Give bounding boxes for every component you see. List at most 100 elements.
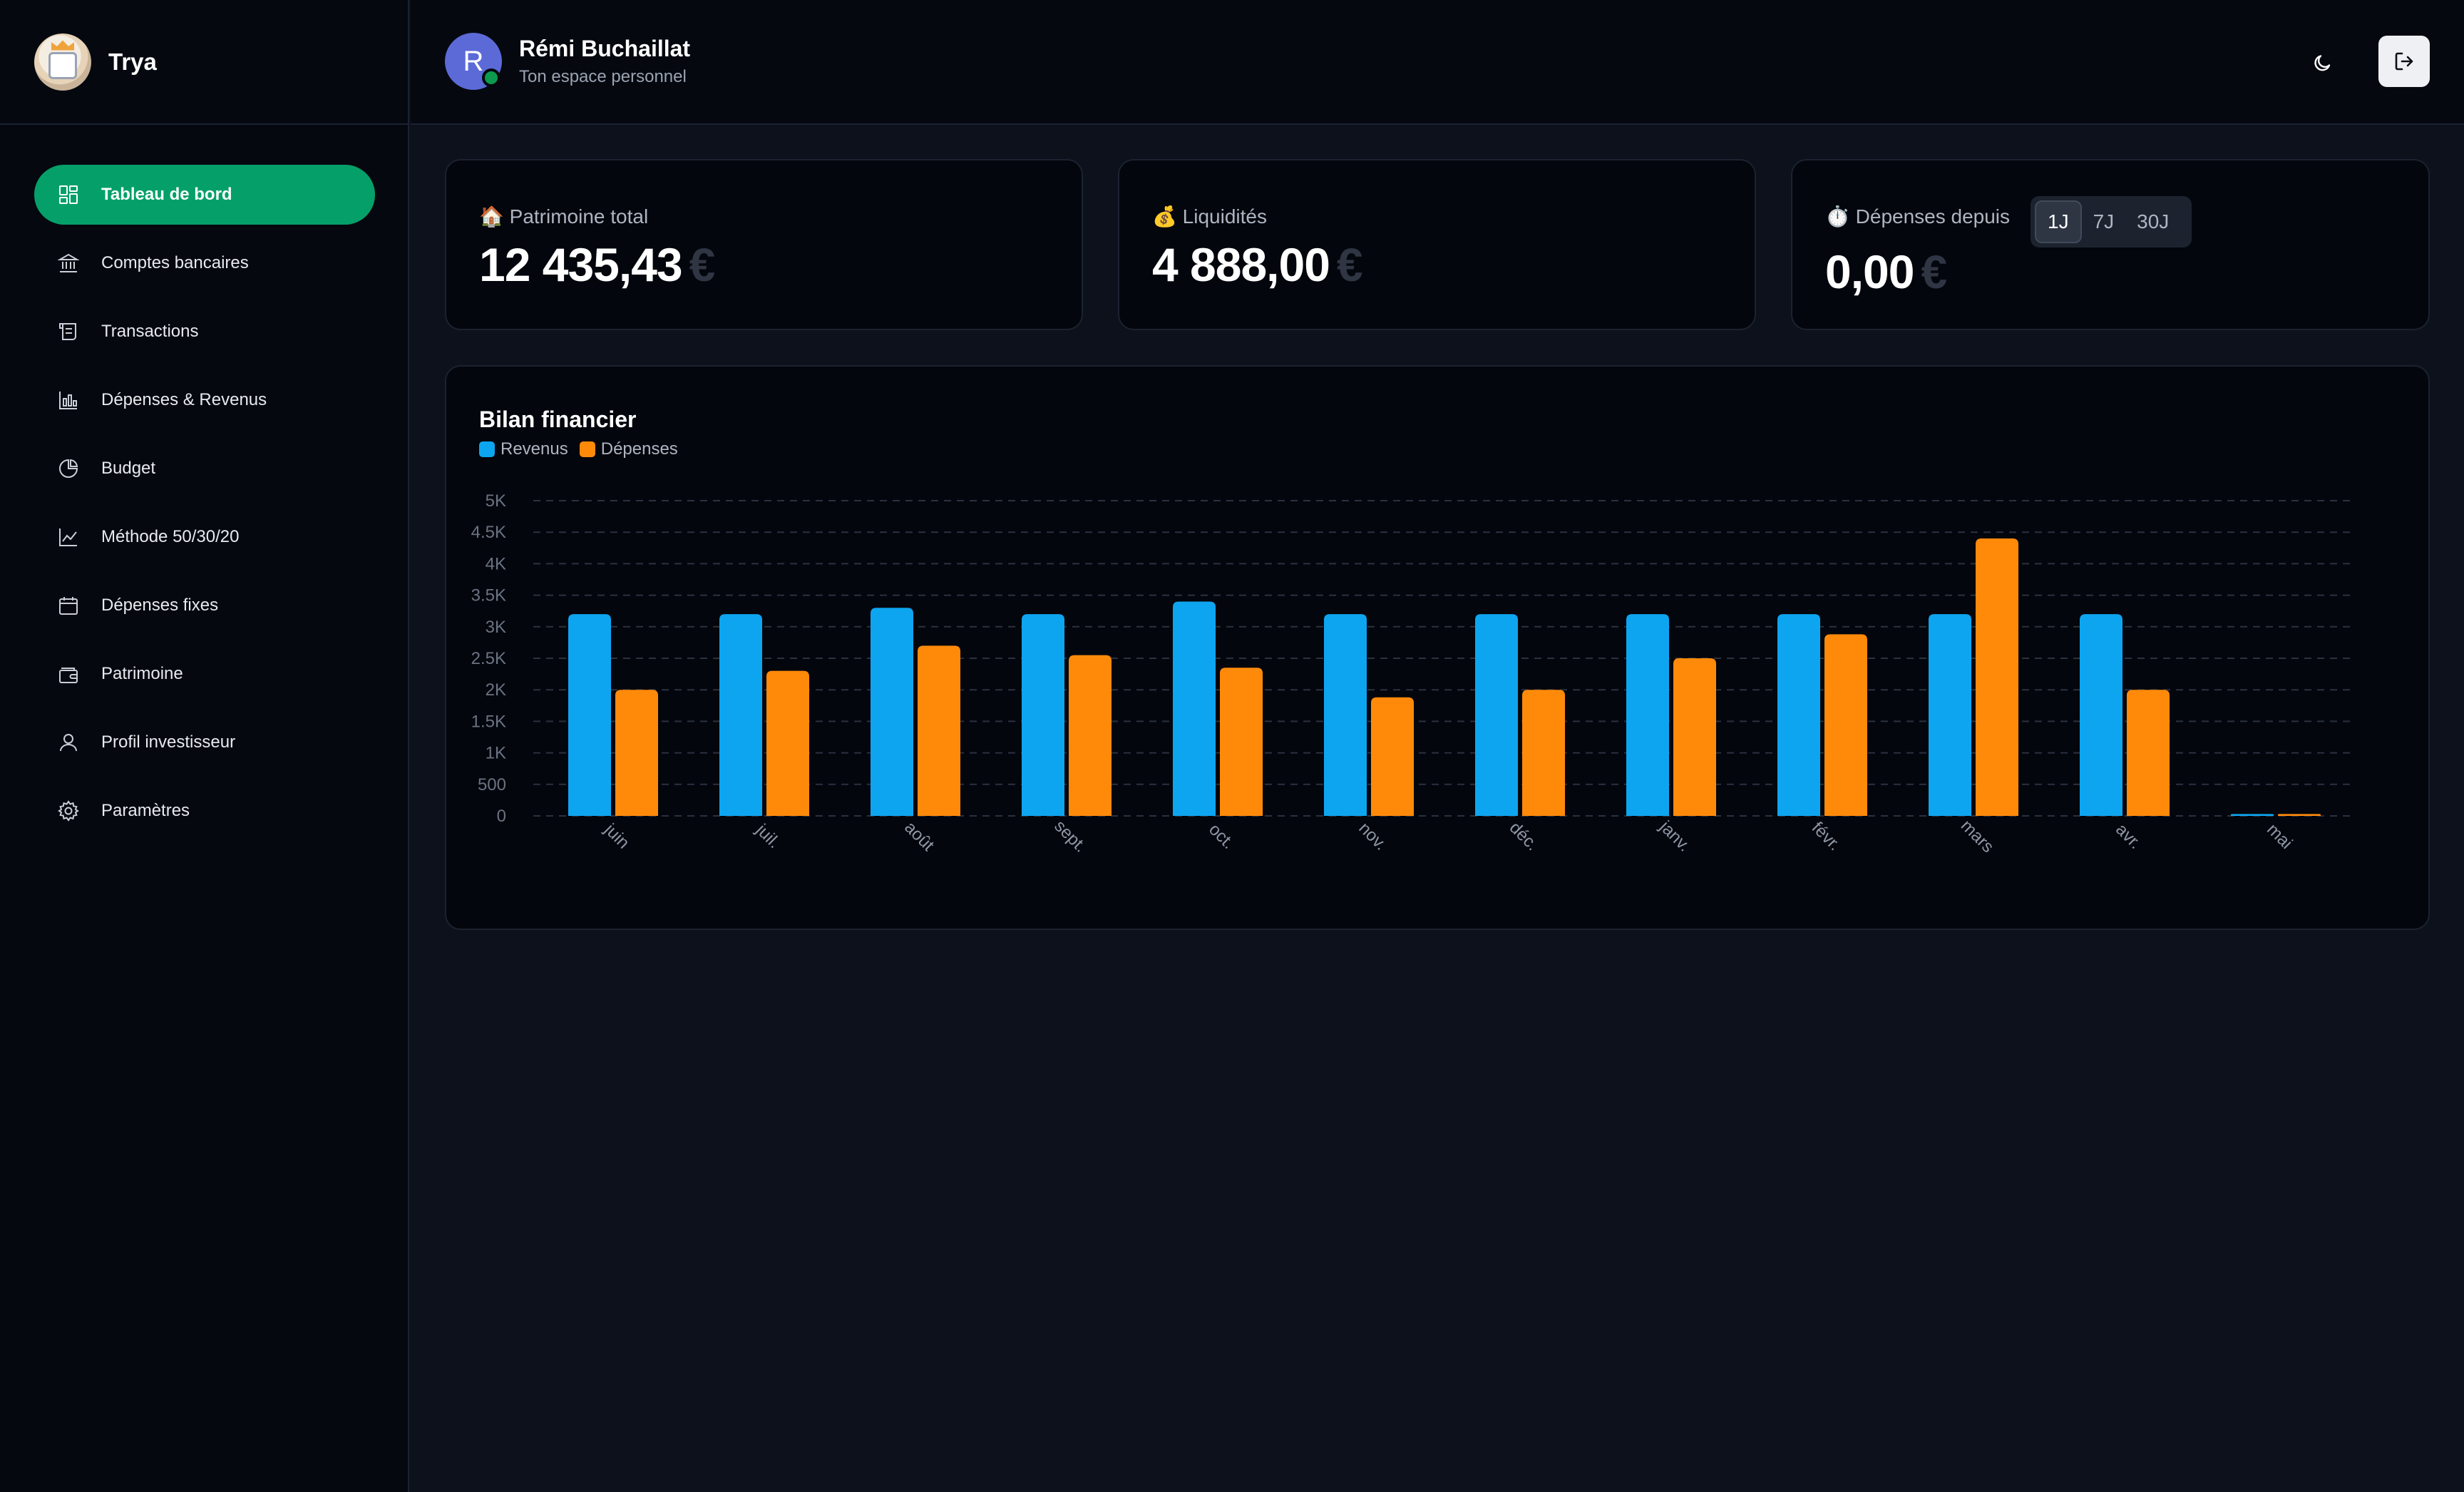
legend-label: Revenus — [500, 439, 568, 459]
period-selector: 1J 7J 30J — [2031, 196, 2192, 247]
sidebar-item-label: Transactions — [101, 322, 199, 341]
legend-swatch — [479, 441, 495, 457]
x-tick-label: déc. — [1506, 818, 1542, 854]
brand[interactable]: Trya — [0, 0, 408, 125]
bar-revenus — [1022, 614, 1064, 816]
calendar-icon — [57, 594, 80, 617]
bar-depenses — [1673, 658, 1716, 816]
period-30j-button[interactable]: 30J — [2137, 210, 2170, 233]
bar-depenses — [2127, 690, 2170, 816]
bar-depenses — [615, 690, 658, 816]
y-tick-label: 500 — [478, 775, 506, 794]
sidebar-item-depenses-fixes[interactable]: Dépenses fixes — [34, 576, 375, 635]
y-tick-label: 0 — [497, 807, 506, 826]
sidebar: Trya Tableau de bord Comptes bancaires T… — [0, 0, 409, 1492]
bar-depenses — [1824, 634, 1867, 816]
y-tick-label: 3.5K — [471, 586, 506, 606]
bar-revenus — [1173, 601, 1216, 816]
bar-revenus — [1324, 614, 1367, 816]
sidebar-item-label: Méthode 50/30/20 — [101, 527, 240, 546]
card-liquidites: 💰 Liquidités 4 888,00 € — [1118, 159, 1756, 330]
bar-revenus — [1777, 614, 1820, 816]
sidebar-item-depenses-revenus[interactable]: Dépenses & Revenus — [34, 370, 375, 430]
sidebar-item-label: Patrimoine — [101, 664, 183, 683]
stat-value: 4 888,00 — [1152, 238, 1330, 291]
period-1j-button[interactable]: 1J — [2035, 200, 2082, 243]
stat-label: Patrimoine total — [509, 205, 649, 228]
currency-symbol: € — [689, 238, 716, 291]
sidebar-item-label: Budget — [101, 459, 156, 478]
bar-depenses — [1069, 655, 1112, 816]
bar-chart-icon — [57, 389, 80, 412]
bar-revenus — [1929, 614, 1971, 816]
brand-name: Trya — [108, 48, 157, 75]
top-header: R Rémi Buchaillat Ton espace personnel — [411, 0, 2464, 125]
bar-revenus — [719, 614, 762, 816]
x-tick-label: févr. — [1808, 818, 1844, 854]
y-tick-label: 5K — [486, 491, 506, 511]
sidebar-item-label: Profil investisseur — [101, 732, 236, 752]
money-bag-icon: 💰 — [1152, 205, 1177, 228]
bar-depenses — [1220, 668, 1263, 816]
stat-label: Dépenses depuis — [1855, 205, 2011, 228]
x-tick-label: mai — [2263, 819, 2296, 852]
currency-symbol: € — [1336, 238, 1363, 291]
legend-item-revenus[interactable]: Revenus — [479, 439, 568, 459]
sidebar-item-transactions[interactable]: Transactions — [34, 302, 375, 362]
x-tick-label: août — [900, 818, 938, 855]
y-tick-label: 2K — [486, 680, 506, 700]
bar-depenses — [2278, 814, 2321, 816]
bar-revenus — [2080, 614, 2122, 816]
bar-depenses — [1976, 538, 2018, 816]
sidebar-item-tableau-de-bord[interactable]: Tableau de bord — [34, 165, 375, 225]
bank-icon — [57, 252, 80, 275]
sidebar-item-patrimoine[interactable]: Patrimoine — [34, 644, 375, 704]
sidebar-item-budget[interactable]: Budget — [34, 439, 375, 499]
gear-icon — [57, 799, 80, 822]
wallet-icon — [57, 663, 80, 685]
bar-revenus — [1475, 614, 1518, 816]
sidebar-item-comptes-bancaires[interactable]: Comptes bancaires — [34, 233, 375, 293]
chart-legend: Revenus Dépenses — [479, 439, 689, 459]
y-tick-label: 4.5K — [471, 523, 506, 542]
x-tick-label: juin — [600, 819, 633, 852]
bar-chart: 0 500 1K 1.5K 2K 2.5K 3K 3.5K 4K 4.5K 5K juin juil. a… — [471, 491, 2351, 857]
x-tick-label: juil. — [751, 820, 784, 852]
online-status-dot — [482, 68, 500, 87]
bar-depenses — [766, 670, 809, 816]
x-tick-label: mars — [1957, 816, 1998, 857]
user-name: Rémi Buchaillat — [519, 36, 691, 61]
bar-revenus — [871, 608, 913, 816]
currency-symbol: € — [1921, 245, 1947, 298]
legend-label: Dépenses — [600, 439, 678, 459]
brand-logo — [34, 33, 91, 91]
line-chart-icon — [57, 526, 80, 548]
x-tick-label: sept. — [1050, 817, 1090, 857]
bar-depenses — [1371, 697, 1414, 816]
moon-icon — [2314, 55, 2331, 71]
bar-depenses — [1522, 690, 1565, 816]
sidebar-item-profil-investisseur[interactable]: Profil investisseur — [34, 712, 375, 772]
x-tick-label: nov. — [1355, 819, 1390, 854]
stopwatch-icon: ⏱️ — [1825, 205, 1850, 228]
y-tick-label: 4K — [486, 554, 506, 573]
sidebar-item-label: Dépenses fixes — [101, 596, 219, 615]
sidebar-item-methode-50-30-20[interactable]: Méthode 50/30/20 — [34, 507, 375, 567]
legend-item-depenses[interactable]: Dépenses — [579, 439, 678, 459]
user-subtitle: Ton espace personnel — [519, 67, 687, 86]
house-icon: 🏠 — [479, 205, 504, 228]
stat-value: 12 435,43 — [479, 238, 683, 291]
stat-value: 0,00 — [1825, 245, 1914, 298]
sidebar-item-parametres[interactable]: Paramètres — [34, 781, 375, 841]
period-7j-button[interactable]: 7J — [2093, 210, 2115, 233]
pie-chart-icon — [57, 457, 80, 480]
bar-depenses — [918, 645, 960, 816]
stat-label: Liquidités — [1182, 205, 1267, 228]
theme-toggle-button[interactable] — [2304, 44, 2341, 81]
dashboard-icon — [57, 183, 80, 206]
logout-button[interactable] — [2378, 36, 2430, 87]
user-icon — [57, 731, 80, 754]
x-tick-label: avr. — [2112, 819, 2145, 852]
sidebar-item-label: Paramètres — [101, 801, 190, 820]
sidebar-item-label: Dépenses & Revenus — [101, 390, 267, 409]
